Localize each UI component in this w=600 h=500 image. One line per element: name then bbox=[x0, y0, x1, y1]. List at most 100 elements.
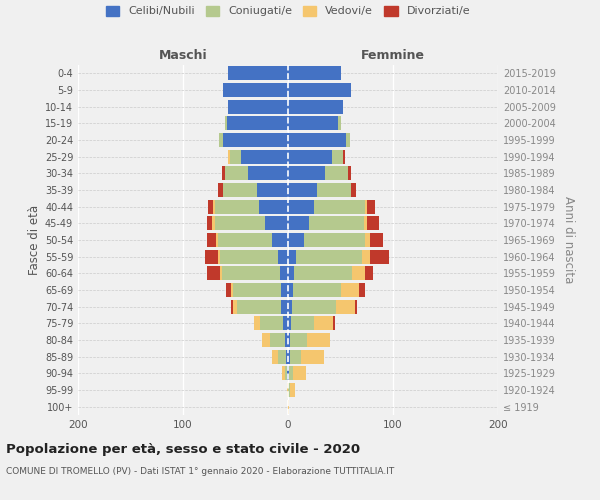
Bar bbox=[283, 316, 288, 330]
Bar bbox=[304, 233, 365, 247]
Bar bbox=[241, 150, 288, 164]
Bar bbox=[293, 366, 306, 380]
Y-axis label: Anni di nascita: Anni di nascita bbox=[562, 196, 575, 284]
Y-axis label: Fasce di età: Fasce di età bbox=[28, 205, 41, 275]
Bar bbox=[333, 316, 335, 330]
Bar bbox=[254, 316, 260, 330]
Bar bbox=[259, 200, 288, 214]
Bar bbox=[288, 316, 291, 330]
Bar bbox=[232, 300, 233, 314]
Bar bbox=[230, 150, 241, 164]
Bar bbox=[218, 250, 220, 264]
Bar bbox=[288, 216, 309, 230]
Bar bbox=[288, 250, 296, 264]
Text: Popolazione per età, sesso e stato civile - 2020: Popolazione per età, sesso e stato civil… bbox=[6, 442, 360, 456]
Bar bbox=[288, 116, 338, 130]
Bar bbox=[223, 83, 288, 97]
Bar bbox=[214, 200, 215, 214]
Bar bbox=[227, 116, 288, 130]
Bar bbox=[228, 66, 288, 80]
Bar bbox=[359, 283, 365, 297]
Bar bbox=[272, 233, 288, 247]
Bar bbox=[367, 200, 375, 214]
Bar bbox=[205, 250, 218, 264]
Bar bbox=[207, 233, 215, 247]
Bar bbox=[233, 300, 236, 314]
Bar bbox=[270, 333, 285, 347]
Bar bbox=[288, 333, 290, 347]
Bar bbox=[260, 316, 283, 330]
Bar bbox=[370, 250, 389, 264]
Bar bbox=[367, 216, 379, 230]
Bar bbox=[289, 366, 293, 380]
Bar bbox=[272, 350, 277, 364]
Bar bbox=[282, 366, 285, 380]
Bar bbox=[222, 266, 280, 280]
Bar bbox=[228, 150, 230, 164]
Bar bbox=[288, 366, 289, 380]
Bar bbox=[277, 250, 288, 264]
Bar bbox=[288, 83, 351, 97]
Bar bbox=[228, 100, 288, 114]
Bar bbox=[290, 333, 307, 347]
Bar bbox=[293, 283, 341, 297]
Bar bbox=[257, 183, 288, 197]
Bar bbox=[281, 283, 288, 297]
Bar bbox=[232, 283, 233, 297]
Bar bbox=[285, 366, 287, 380]
Bar bbox=[287, 366, 288, 380]
Bar bbox=[288, 66, 341, 80]
Bar bbox=[341, 283, 359, 297]
Bar bbox=[288, 383, 290, 397]
Bar bbox=[337, 300, 355, 314]
Bar bbox=[277, 350, 286, 364]
Text: COMUNE DI TROMELLO (PV) - Dati ISTAT 1° gennaio 2020 - Elaborazione TUTTITALIA.I: COMUNE DI TROMELLO (PV) - Dati ISTAT 1° … bbox=[6, 468, 394, 476]
Bar bbox=[222, 166, 225, 180]
Legend: Celibi/Nubili, Coniugati/e, Vedovi/e, Divorziati/e: Celibi/Nubili, Coniugati/e, Vedovi/e, Di… bbox=[106, 6, 470, 16]
Bar bbox=[288, 233, 304, 247]
Bar bbox=[220, 250, 277, 264]
Bar bbox=[233, 283, 281, 297]
Bar bbox=[301, 350, 324, 364]
Bar bbox=[346, 133, 350, 147]
Bar bbox=[215, 216, 265, 230]
Bar bbox=[325, 166, 348, 180]
Bar bbox=[296, 250, 361, 264]
Bar bbox=[223, 133, 288, 147]
Bar bbox=[314, 200, 365, 214]
Bar bbox=[248, 166, 288, 180]
Bar bbox=[225, 166, 248, 180]
Bar bbox=[288, 200, 314, 214]
Bar bbox=[287, 383, 288, 397]
Bar bbox=[290, 383, 295, 397]
Bar bbox=[288, 183, 317, 197]
Bar bbox=[220, 266, 222, 280]
Bar bbox=[280, 266, 288, 280]
Bar bbox=[208, 200, 214, 214]
Bar bbox=[332, 150, 343, 164]
Bar bbox=[295, 266, 352, 280]
Bar bbox=[355, 300, 358, 314]
Bar bbox=[285, 333, 288, 347]
Bar bbox=[343, 150, 345, 164]
Bar bbox=[288, 400, 289, 414]
Bar bbox=[290, 350, 301, 364]
Bar bbox=[281, 300, 288, 314]
Bar bbox=[317, 183, 351, 197]
Bar bbox=[291, 316, 314, 330]
Bar bbox=[365, 266, 373, 280]
Bar bbox=[218, 233, 272, 247]
Bar bbox=[226, 283, 232, 297]
Bar bbox=[348, 166, 351, 180]
Bar bbox=[215, 200, 259, 214]
Bar bbox=[212, 216, 215, 230]
Text: Femmine: Femmine bbox=[361, 48, 425, 62]
Bar bbox=[365, 200, 367, 214]
Bar bbox=[288, 100, 343, 114]
Bar bbox=[218, 183, 223, 197]
Bar bbox=[370, 233, 383, 247]
Bar bbox=[361, 250, 370, 264]
Bar bbox=[215, 233, 218, 247]
Bar bbox=[207, 266, 220, 280]
Bar bbox=[292, 300, 337, 314]
